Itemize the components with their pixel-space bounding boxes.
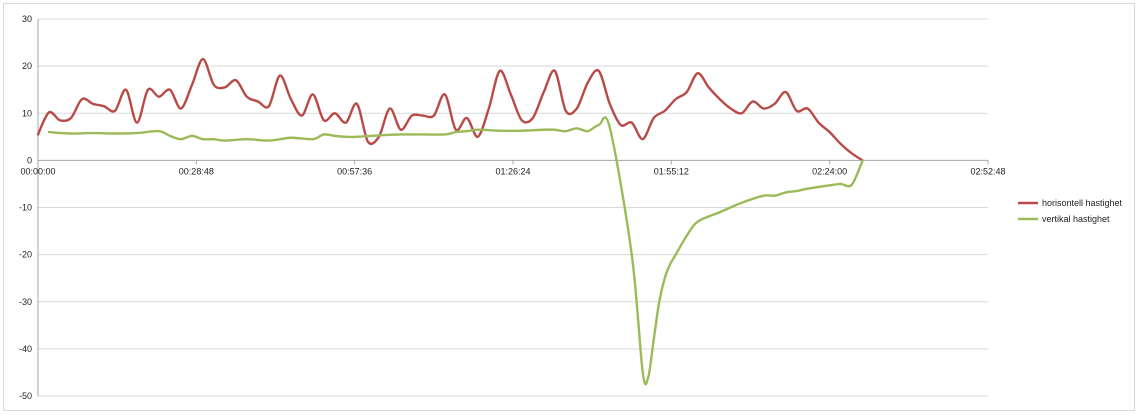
y-tick-label: 0 — [27, 155, 32, 165]
x-tick-label: 01:26:24 — [495, 166, 530, 176]
series-line-horizontal — [36, 57, 864, 162]
legend: horisontell hastighet vertikal hastighet — [1018, 198, 1123, 224]
y-tick-label: -20 — [19, 250, 32, 260]
chart-frame: 30 20 10 0 -10 -20 -30 -40 -50 00:00:00 00:28:48 0… — [3, 3, 1135, 411]
y-tick-label: 30 — [22, 14, 32, 24]
y-tick-label: -30 — [19, 297, 32, 307]
y-tick-label: -40 — [19, 344, 32, 354]
x-tick-label: 00:57:36 — [337, 166, 372, 176]
x-tick-label: 01:55:12 — [654, 166, 689, 176]
x-tick-label: 02:24:00 — [812, 166, 847, 176]
legend-label: vertikal hastighet — [1042, 214, 1110, 224]
y-axis-tick-labels: 30 20 10 0 -10 -20 -30 -40 -50 — [19, 14, 32, 401]
y-tick-label: -10 — [19, 203, 32, 213]
x-tick-label: 02:52:48 — [970, 166, 1005, 176]
y-tick-label: 10 — [22, 108, 32, 118]
x-tick-label: 00:00:00 — [20, 166, 55, 176]
x-tick-label: 00:28:48 — [179, 166, 214, 176]
y-tick-label: -50 — [19, 391, 32, 401]
y-tick-label: 20 — [22, 61, 32, 71]
series-lines — [36, 57, 864, 386]
x-axis-tick-labels: 00:00:00 00:28:48 00:57:36 01:26:24 01:55:12… — [20, 166, 1005, 176]
series-line-vertical — [47, 116, 864, 386]
legend-label: horisontell hastighet — [1042, 198, 1123, 208]
grid-lines — [37, 18, 989, 397]
